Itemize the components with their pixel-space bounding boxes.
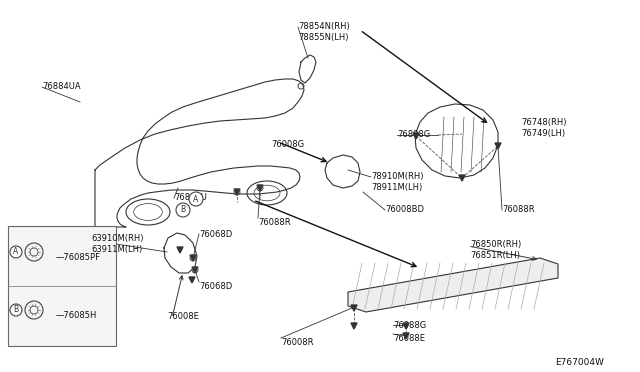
Text: 76088E: 76088E (393, 334, 425, 343)
Text: 76008R: 76008R (281, 338, 314, 347)
Text: A: A (193, 195, 198, 203)
Polygon shape (403, 323, 409, 329)
Circle shape (10, 246, 22, 258)
Text: 78854N(RH): 78854N(RH) (298, 22, 349, 31)
Text: 76850R(RH): 76850R(RH) (470, 240, 521, 249)
Text: 78910M(RH): 78910M(RH) (371, 172, 424, 181)
Text: 76008BD: 76008BD (385, 205, 424, 214)
Polygon shape (192, 267, 198, 273)
Circle shape (10, 304, 22, 316)
Text: 76088R: 76088R (502, 205, 534, 214)
Text: 76068D: 76068D (199, 230, 232, 239)
Text: 76008G: 76008G (271, 140, 304, 149)
Polygon shape (351, 323, 357, 329)
Text: 76088R: 76088R (258, 218, 291, 227)
Polygon shape (351, 305, 357, 311)
Polygon shape (177, 247, 183, 253)
Text: 76808G: 76808G (397, 130, 430, 139)
Polygon shape (348, 258, 558, 312)
Polygon shape (413, 133, 419, 139)
Polygon shape (190, 255, 196, 261)
Text: 63911M(LH): 63911M(LH) (91, 245, 142, 254)
Text: 76884UA: 76884UA (42, 82, 81, 91)
Text: 76851R(LH): 76851R(LH) (470, 251, 520, 260)
Text: 76068D: 76068D (199, 282, 232, 291)
Text: B: B (13, 305, 19, 314)
Polygon shape (495, 143, 501, 149)
Circle shape (176, 203, 190, 217)
Text: —76085H: —76085H (56, 311, 97, 321)
Text: —76085PF: —76085PF (56, 253, 101, 263)
Text: 63910M(RH): 63910M(RH) (91, 234, 143, 243)
Text: 76088G: 76088G (393, 321, 426, 330)
Text: 76008E: 76008E (167, 312, 199, 321)
Text: 76749(LH): 76749(LH) (521, 129, 565, 138)
Polygon shape (459, 175, 465, 181)
Text: 78911M(LH): 78911M(LH) (371, 183, 422, 192)
Text: 76884U: 76884U (174, 193, 207, 202)
Text: 78855N(LH): 78855N(LH) (298, 33, 349, 42)
Polygon shape (403, 333, 409, 339)
Text: B: B (180, 205, 186, 215)
Polygon shape (234, 189, 240, 195)
Bar (8, 226, 116, 346)
Text: A: A (13, 247, 19, 257)
Circle shape (189, 192, 203, 206)
Polygon shape (257, 185, 263, 191)
Polygon shape (189, 277, 195, 283)
Text: E767004W: E767004W (555, 358, 604, 367)
Text: 76748(RH): 76748(RH) (521, 118, 566, 127)
